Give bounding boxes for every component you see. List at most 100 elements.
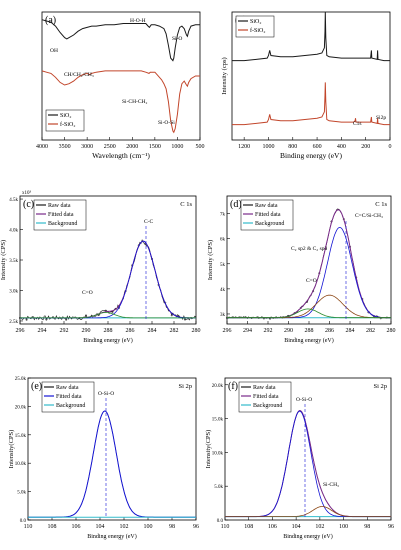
legend-entry: Fitted data	[255, 212, 281, 218]
x-tick-label: 286	[126, 328, 135, 334]
legend-entry: Background	[48, 221, 77, 227]
y-tick-label: 5k	[220, 263, 226, 268]
y-tick-label: 0.0	[217, 519, 224, 524]
x-tick-label: 294	[38, 328, 47, 334]
legend-entry: Background	[253, 403, 282, 409]
annotation: Si-O-Si	[158, 120, 175, 126]
y-tick-label: 20.0k	[15, 405, 27, 410]
panel-label: (d)	[230, 199, 242, 210]
y-tick-label: 10.0k	[15, 462, 27, 467]
x-tick-label: 98	[364, 524, 370, 530]
annotation: C=O	[306, 278, 317, 284]
corner-label: Si 2p	[373, 383, 387, 390]
x-tick-label: 500	[196, 144, 205, 150]
x-tick-label: 110	[221, 524, 230, 530]
x-tick-label: 284	[148, 328, 157, 334]
x-axis-label: Binding energy (eV)	[83, 337, 133, 344]
y-tick-label: 5.0k	[214, 485, 223, 490]
x-tick-label: 2500	[104, 144, 116, 150]
y-tick-label: 4.5k	[9, 198, 18, 203]
legend-entry: SiO₂	[60, 113, 71, 119]
annotation: O-Si-O	[98, 391, 114, 397]
panel-c: 296 294 292 290 288 286 284 282 280 Binding energ…	[0, 190, 201, 344]
legend-entry: f-SiO₂	[250, 27, 265, 34]
annotation: Si2p	[376, 115, 386, 121]
legend-entry: Fitted data	[253, 394, 279, 400]
annotation: C₂ sp2 & C₂ sp3	[291, 246, 327, 252]
y-tick-label: 3.5k	[9, 259, 18, 264]
annotation: H-O-H	[130, 18, 146, 24]
annotation: C-C	[144, 219, 154, 225]
panel-label: (e)	[31, 381, 42, 392]
x-tick-label: 98	[169, 524, 175, 530]
x-tick-label: 106	[72, 524, 81, 530]
x-tick-label: 100	[339, 524, 348, 530]
x-tick-label: 284	[346, 328, 355, 334]
x-tick-label: 288	[305, 328, 314, 334]
x-tick-label: 104	[292, 524, 301, 530]
legend-entry: Raw data	[253, 385, 276, 391]
legend-entry: Raw data	[255, 203, 278, 209]
series-line	[227, 227, 391, 317]
legend-entry: SiO₂	[250, 19, 261, 25]
y-tick-label: 3k	[220, 313, 226, 318]
legend-entry: Background	[255, 221, 284, 227]
series-line	[28, 411, 196, 517]
x-tick-label: 96	[193, 524, 199, 530]
x-tick-label: 110	[24, 524, 33, 530]
x-tick-label: 2000	[126, 144, 138, 150]
y-tick-label: 4.0k	[9, 229, 18, 234]
legend-entry: f-SiO₂	[60, 121, 75, 128]
x-tick-label: 296	[223, 328, 232, 334]
x-tick-label: 1200	[238, 144, 250, 150]
annotation: C=C/Si-CH₃	[355, 213, 383, 219]
y-tick-label: 15.0k	[212, 418, 224, 423]
corner-label: C 1s	[180, 201, 192, 208]
x-axis-label: Binding energy (eV)	[280, 151, 342, 160]
x-tick-label: 200	[361, 144, 370, 150]
x-tick-label: 4000	[36, 144, 48, 150]
series-line	[28, 411, 196, 517]
x-tick-label: 108	[48, 524, 57, 530]
panel-label: (f)	[228, 381, 238, 392]
x-tick-label: 800	[288, 144, 297, 150]
legend-entry: Raw data	[56, 385, 79, 391]
x-tick-label: 1500	[149, 144, 161, 150]
x-tick-label: 294	[243, 328, 252, 334]
y-axis-label: Intensity(CPS)	[8, 430, 15, 469]
y-tick-label: 25.0k	[15, 377, 27, 382]
panel-label: (a)	[45, 15, 56, 26]
annotation: Si-CH-CH₂	[122, 99, 148, 105]
x-tick-label: 296	[16, 328, 25, 334]
y-tick-label: 6k	[220, 238, 226, 243]
annotation: OH	[50, 48, 58, 54]
annotation: O-Si-O	[296, 397, 312, 403]
x-axis-label: Binding energy (eV)	[283, 533, 333, 540]
panel-d: 296 294 292 290 288 286 284 282 280 Binding energ…	[207, 196, 396, 344]
x-tick-label: 280	[192, 328, 201, 334]
x-tick-label: 282	[170, 328, 179, 334]
series-line	[225, 507, 391, 517]
x-axis-label: Wavelength (cm⁻¹)	[92, 151, 150, 160]
panel-f: 110 108 106 104 102 100 98 96Binding energy (eV…	[205, 378, 394, 540]
x-tick-label: 1000	[262, 144, 274, 150]
x-tick-label: 288	[104, 328, 113, 334]
y-axis-label: Intensity(CPS)	[205, 430, 212, 469]
x-tick-label: 280	[387, 328, 396, 334]
x-tick-label: 106	[268, 524, 277, 530]
panel-e: 110 108 106 104 102 100 98 96 Binding energy (eV…	[8, 377, 199, 540]
series-line	[225, 411, 391, 517]
x-tick-label: 0	[389, 144, 392, 150]
x-tick-label: 96	[388, 524, 394, 530]
annotation: C=O	[82, 290, 93, 296]
x-tick-label: 102	[315, 524, 324, 530]
x-tick-label: 600	[313, 144, 322, 150]
series-line	[20, 240, 196, 320]
corner-label: Si 2p	[178, 383, 192, 390]
series-line	[232, 82, 390, 124]
y-tick-label: 15.0k	[15, 434, 27, 439]
x-tick-label: 292	[60, 328, 69, 334]
x-tick-label: 100	[144, 524, 153, 530]
y-tick-label: 4k	[220, 288, 226, 293]
